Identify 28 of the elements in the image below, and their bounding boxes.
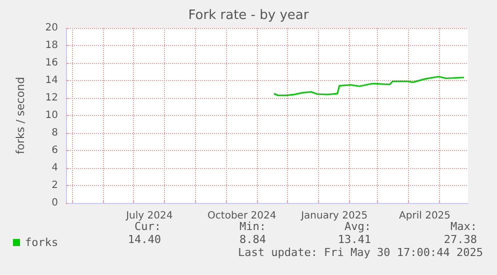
text: 13.41 xyxy=(338,233,371,246)
text: Avg: xyxy=(344,220,371,233)
chart-title: Fork rate - by year xyxy=(188,8,310,23)
y-tick-label: 10 xyxy=(45,110,58,121)
y-tick-label: 12 xyxy=(45,92,58,104)
x-tick-label: October 2024 xyxy=(208,210,276,222)
y-tick-label: 6 xyxy=(52,145,58,156)
y-tick-label: 16 xyxy=(45,58,58,68)
text: 27.38 xyxy=(444,233,477,246)
x-tick-label: January 2025 xyxy=(300,210,368,222)
y-tick-label: 2 xyxy=(52,180,58,191)
y-tick-label: 20 xyxy=(45,22,58,34)
text: 8.84 xyxy=(240,233,266,246)
line-series xyxy=(273,76,465,96)
text: Last update: Fri May 30 17:00:44 2025 xyxy=(238,246,484,259)
text: Cur: xyxy=(134,220,161,233)
y-tick-label: 4 xyxy=(52,162,58,174)
y-tick-label: 8 xyxy=(52,128,58,138)
y-tick-label: 18 xyxy=(45,40,58,51)
y-axis-title: forks / second xyxy=(14,76,27,154)
text: Min: xyxy=(240,220,266,233)
text: 14.40 xyxy=(128,233,161,246)
y-tick-label: 0 xyxy=(52,198,58,208)
x-tick-label: April 2025 xyxy=(399,210,451,222)
legend-label: forks xyxy=(25,236,58,249)
text: Max: xyxy=(450,220,477,233)
x-tick-label: July 2024 xyxy=(125,210,173,222)
y-tick-label: 14 xyxy=(45,75,58,86)
